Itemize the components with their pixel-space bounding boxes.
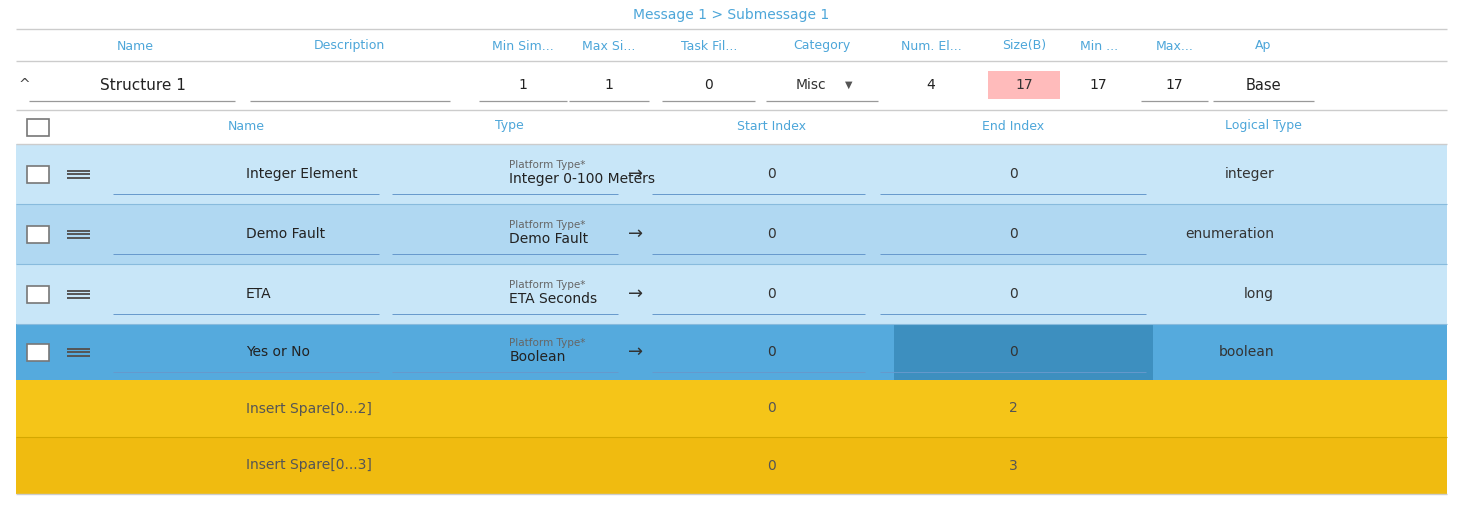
Text: 4: 4	[926, 78, 935, 92]
Text: Platform Type*: Platform Type*	[509, 160, 585, 170]
Text: Insert Spare[0...3]: Insert Spare[0...3]	[246, 459, 372, 472]
Text: ▼: ▼	[844, 80, 853, 90]
Text: Description: Description	[315, 39, 385, 53]
Text: integer: integer	[1225, 167, 1274, 181]
Text: Min Sim...: Min Sim...	[492, 39, 553, 53]
Text: Message 1 > Submessage 1: Message 1 > Submessage 1	[633, 8, 830, 22]
Bar	[26, 119, 50, 136]
Text: Name: Name	[228, 120, 265, 132]
Text: Category: Category	[793, 39, 850, 53]
Text: →: →	[628, 165, 644, 183]
Text: 0: 0	[1009, 227, 1018, 241]
Text: Misc: Misc	[796, 78, 827, 92]
Bar	[26, 286, 50, 303]
Text: Platform Type*: Platform Type*	[509, 338, 585, 348]
Text: Platform Type*: Platform Type*	[509, 280, 585, 290]
Text: Boolean: Boolean	[509, 350, 566, 364]
Bar	[894, 324, 1153, 380]
Text: Ap: Ap	[1255, 39, 1271, 53]
Text: Max...: Max...	[1156, 39, 1194, 53]
Text: End Index: End Index	[982, 120, 1045, 132]
Text: Insert Spare[0...2]: Insert Spare[0...2]	[246, 402, 372, 415]
Bar	[26, 226, 50, 243]
Text: 1: 1	[604, 78, 613, 92]
Text: 17: 17	[1015, 78, 1033, 92]
Text: 1: 1	[518, 78, 527, 92]
Text: 0: 0	[1009, 345, 1018, 359]
Bar	[26, 344, 50, 361]
Text: Structure 1: Structure 1	[99, 78, 186, 93]
Text: Task Fil...: Task Fil...	[680, 39, 737, 53]
Text: 17: 17	[1090, 78, 1107, 92]
Text: 0: 0	[1009, 287, 1018, 301]
Text: Demo Fault: Demo Fault	[509, 232, 588, 246]
Text: 0: 0	[767, 167, 775, 181]
Text: 0: 0	[705, 78, 714, 92]
Text: 17: 17	[1166, 78, 1184, 92]
Bar	[16, 324, 1447, 380]
Text: Size(B): Size(B)	[1002, 39, 1046, 53]
Text: boolean: boolean	[1219, 345, 1274, 359]
Bar	[16, 144, 1447, 204]
Text: ETA: ETA	[246, 287, 272, 301]
Text: →: →	[628, 343, 644, 361]
Text: Logical Type: Logical Type	[1225, 120, 1302, 132]
Text: Num. El...: Num. El...	[901, 39, 961, 53]
Text: Demo Fault: Demo Fault	[246, 227, 325, 241]
Text: →: →	[628, 285, 644, 303]
Text: 0: 0	[767, 459, 775, 472]
Text: Yes or No: Yes or No	[246, 345, 310, 359]
Text: 0: 0	[767, 402, 775, 415]
Bar	[16, 204, 1447, 264]
Bar	[16, 437, 1447, 494]
Text: 2: 2	[1009, 402, 1018, 415]
Text: ETA Seconds: ETA Seconds	[509, 292, 597, 306]
Text: Name: Name	[117, 39, 154, 53]
Text: 0: 0	[767, 345, 775, 359]
Text: 0: 0	[1009, 167, 1018, 181]
Bar	[988, 71, 1061, 99]
Text: Integer 0-100 Meters: Integer 0-100 Meters	[509, 172, 655, 186]
Text: enumeration: enumeration	[1185, 227, 1274, 241]
Text: 0: 0	[767, 287, 775, 301]
Text: Platform Type*: Platform Type*	[509, 220, 585, 230]
Bar	[16, 380, 1447, 437]
Bar	[26, 166, 50, 183]
Text: Type: Type	[494, 120, 524, 132]
Text: long: long	[1244, 287, 1274, 301]
Text: Min ...: Min ...	[1080, 39, 1118, 53]
Text: Max Si...: Max Si...	[582, 39, 636, 53]
Text: Base: Base	[1245, 78, 1282, 93]
Text: 3: 3	[1009, 459, 1018, 472]
Text: 0: 0	[767, 227, 775, 241]
Text: ^: ^	[18, 78, 29, 92]
Text: →: →	[628, 225, 644, 243]
Bar	[16, 264, 1447, 324]
Text: Start Index: Start Index	[737, 120, 806, 132]
Text: Integer Element: Integer Element	[246, 167, 357, 181]
